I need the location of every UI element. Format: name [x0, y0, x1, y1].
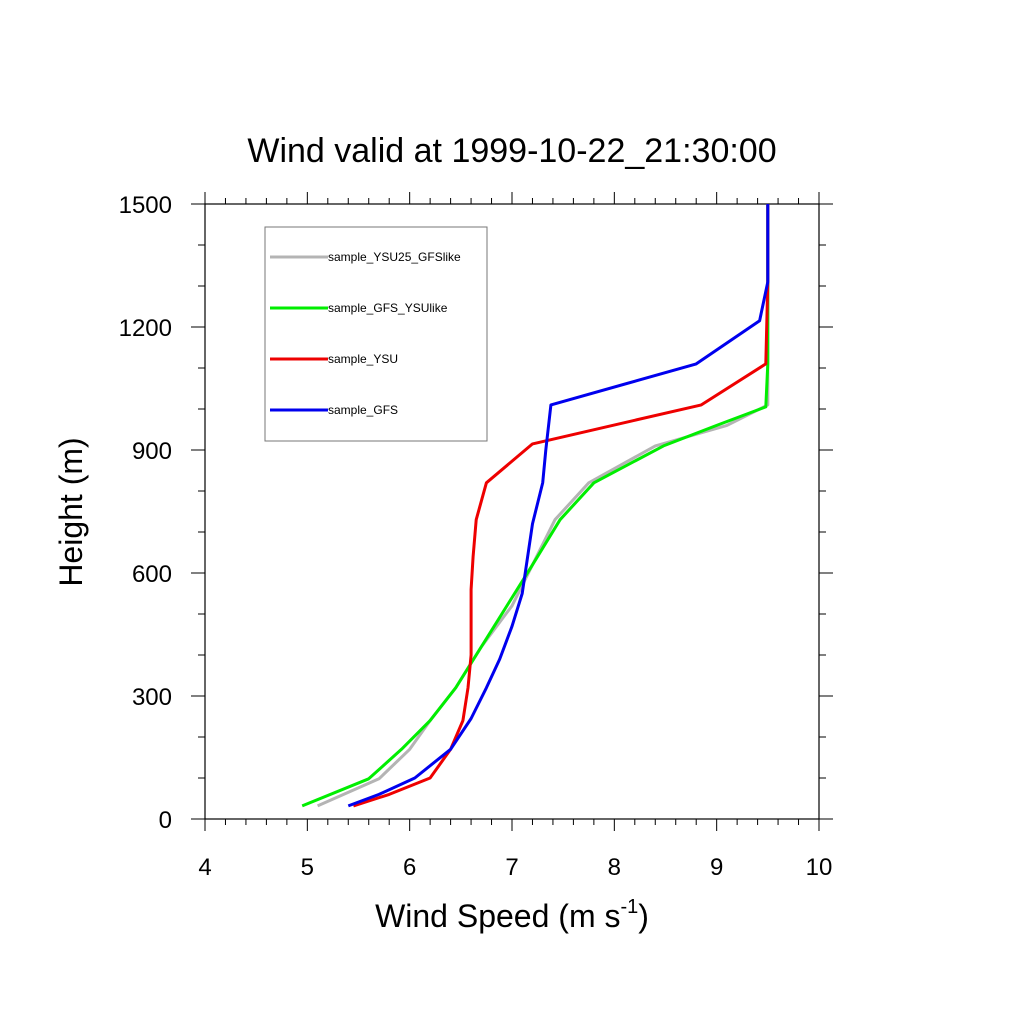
x-tick-label: 5 — [301, 854, 314, 881]
y-tick-label: 1200 — [119, 315, 172, 342]
series-line-sample_YSU — [352, 204, 770, 808]
tick-marks — [191, 192, 833, 831]
y-tick-label: 300 — [132, 684, 172, 711]
x-axis-label-superscript: -1 — [620, 896, 638, 918]
x-tick-label: 7 — [505, 854, 518, 881]
x-tick-label: 6 — [403, 854, 416, 881]
series-lines — [301, 204, 770, 808]
x-axis-label: Wind Speed (m s-1) — [375, 896, 649, 934]
x-tick-label: 10 — [806, 854, 833, 881]
y-tick-label: 0 — [159, 807, 172, 834]
legend-box — [264, 226, 488, 442]
x-tick-label: 8 — [608, 854, 621, 881]
y-tick-label: 900 — [132, 438, 172, 465]
legend-label: sample_YSU — [328, 352, 398, 366]
chart-title: Wind valid at 1999-10-22_21:30:00 — [247, 132, 776, 170]
x-tick-label: 9 — [710, 854, 723, 881]
y-tick-label: 1500 — [119, 192, 172, 219]
x-axis-label-suffix: ) — [638, 898, 649, 934]
series-line-sample_GFS_YSUlike — [301, 204, 770, 808]
y-axis-label: Height (m) — [53, 437, 89, 586]
x-tick-label: 4 — [198, 854, 211, 881]
legend-label: sample_GFS_YSUlike — [328, 301, 448, 315]
tick-labels: 4 5 6 7 8 9 10 0 300 600 900 1200 1500 — [119, 192, 833, 881]
legend-label: sample_YSU25_GFSlike — [328, 250, 461, 264]
y-tick-label: 600 — [132, 561, 172, 588]
series-line-sample_GFS — [347, 204, 770, 808]
legend-label: sample_GFS — [328, 403, 398, 417]
legend: sample_YSU25_GFSlike sample_GFS_YSUlikesa… — [270, 250, 461, 417]
x-axis-label-main: Wind Speed (m s — [375, 898, 620, 934]
